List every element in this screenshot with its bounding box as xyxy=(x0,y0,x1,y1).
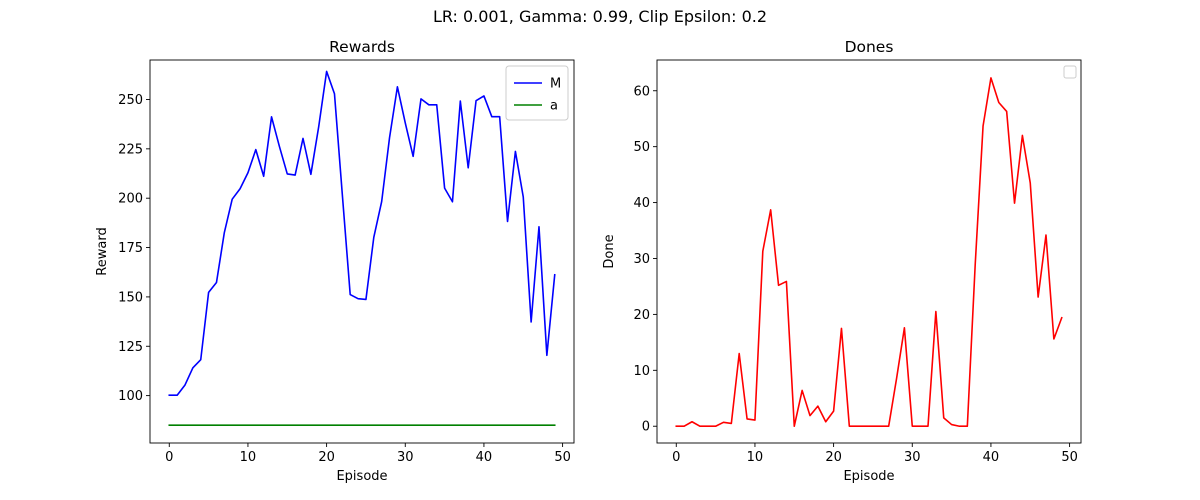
rewards-chart: 0 10 20 30 40 50 100 125 150 175 200 225 250 Rewards E… xyxy=(95,38,575,484)
y-tick-label: 125 xyxy=(118,340,143,355)
legend-box xyxy=(1063,65,1077,79)
series-line-M xyxy=(168,70,556,397)
axes-frame xyxy=(656,59,1082,444)
legend-label: M xyxy=(550,77,561,92)
y-axis-label: Done xyxy=(602,234,617,268)
x-tick-label: 0 xyxy=(165,450,173,465)
chart-title: Rewards xyxy=(329,38,395,56)
x-tick-label: 40 xyxy=(983,450,1000,465)
y-tick-label: 225 xyxy=(118,142,143,157)
y-tick-label: 150 xyxy=(118,290,143,305)
legend-label: a xyxy=(550,99,558,114)
y-tick-label: 175 xyxy=(118,241,143,256)
x-axis-label: Episode xyxy=(336,469,387,484)
x-tick-label: 10 xyxy=(747,450,764,465)
axes-frame xyxy=(149,59,575,444)
y-tick-label: 50 xyxy=(633,140,650,155)
figure-suptitle: LR: 0.001, Gamma: 0.99, Clip Epsilon: 0.… xyxy=(432,7,768,26)
y-tick-label: 20 xyxy=(633,308,650,323)
legend-box xyxy=(505,65,569,121)
x-tick-label: 40 xyxy=(476,450,493,465)
x-tick-label: 30 xyxy=(904,450,921,465)
y-tick-label: 60 xyxy=(633,84,650,99)
y-tick-label: 30 xyxy=(633,252,650,267)
x-tick-label: 0 xyxy=(672,450,680,465)
y-tick-label: 200 xyxy=(118,192,143,207)
x-axis-label: Episode xyxy=(843,469,894,484)
dones-chart: 0 10 20 30 40 50 0 10 20 30 40 50 60 Dones Episode Done xyxy=(602,38,1082,484)
y-axis-label: Reward xyxy=(95,227,110,275)
chart-title: Dones xyxy=(845,38,894,56)
x-tick-label: 30 xyxy=(397,450,414,465)
x-tick-label: 20 xyxy=(825,450,842,465)
y-tick-label: 0 xyxy=(642,420,650,435)
y-tick-label: 250 xyxy=(118,93,143,108)
x-tick-label: 10 xyxy=(240,450,257,465)
x-tick-label: 50 xyxy=(1061,450,1078,465)
y-tick-label: 10 xyxy=(633,364,650,379)
x-tick-label: 20 xyxy=(318,450,335,465)
x-tick-label: 50 xyxy=(554,450,571,465)
y-tick-label: 100 xyxy=(118,389,143,404)
y-tick-label: 40 xyxy=(633,196,650,211)
series-line-series-0 xyxy=(675,77,1063,428)
